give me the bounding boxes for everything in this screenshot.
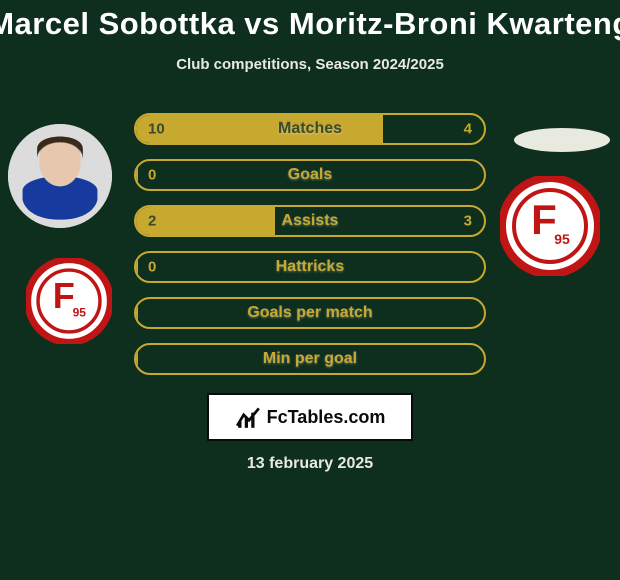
branding-text: FcTables.com (267, 407, 386, 428)
stat-bar: 0Goals (134, 159, 486, 191)
svg-text:F: F (53, 275, 75, 316)
stat-label: Min per goal (136, 350, 484, 368)
stat-label: Matches (136, 120, 484, 138)
player-right-placeholder (514, 128, 610, 152)
comparison-card: Marcel Sobottka vs Moritz-Broni Kwarteng… (0, 0, 620, 580)
subtitle: Club competitions, Season 2024/2025 (176, 56, 444, 73)
date-text: 13 february 2025 (247, 455, 373, 473)
stat-bar: 104Matches (134, 113, 486, 145)
stat-bar: Goals per match (134, 297, 486, 329)
stat-bar: Min per goal (134, 343, 486, 375)
svg-text:F: F (531, 196, 557, 243)
stats-bar-list: 104Matches 0Goals 23Assists 0Hattricks Goals… (134, 113, 486, 375)
stat-bar: 0Hattricks (134, 251, 486, 283)
avatar-icon (8, 124, 112, 228)
page-title: Marcel Sobottka vs Moritz-Broni Kwarteng (0, 6, 620, 42)
stat-label: Hattricks (136, 258, 484, 276)
stat-label: Assists (136, 212, 484, 230)
stat-label: Goals (136, 166, 484, 184)
svg-text:95: 95 (554, 231, 570, 247)
stat-bar: 23Assists (134, 205, 486, 237)
svg-text:95: 95 (73, 305, 87, 319)
club-badge-icon: F 95 (26, 258, 112, 344)
club-badge-left: F 95 (26, 258, 112, 344)
branding-box: FcTables.com (207, 393, 413, 441)
club-badge-icon: F 95 (500, 176, 600, 276)
player-left-photo (8, 124, 112, 228)
club-badge-right: F 95 (500, 176, 600, 276)
chart-icon (235, 404, 261, 430)
stat-label: Goals per match (136, 304, 484, 322)
